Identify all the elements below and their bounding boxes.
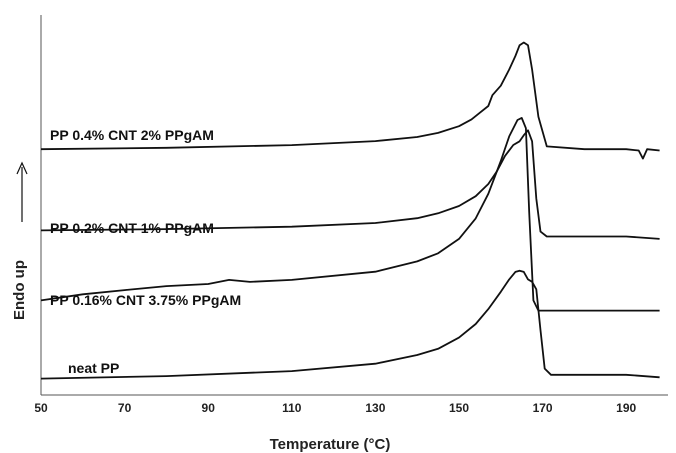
dsc-curve-4 [40, 269, 660, 380]
x-axis-title: Temperature (°C) [270, 436, 391, 453]
dsc-curves [40, 41, 660, 380]
series-label-3: PP 0.16% CNT 3.75% PPgAM [50, 292, 241, 308]
series-label-4: neat PP [68, 360, 119, 376]
series-label-2: PP 0.2% CNT 1% PPgAM [50, 220, 214, 236]
x-tick-labels: 50 70 90 110 130 150 170 190 [34, 401, 636, 415]
dsc-curve-1 [40, 41, 660, 160]
x-tick-label: 90 [202, 401, 216, 415]
x-tick-label: 110 [282, 401, 302, 415]
endo-up-arrow [16, 161, 28, 222]
dsc-curve-3 [40, 117, 660, 312]
x-tick-label: 50 [34, 401, 48, 415]
dsc-curve-2 [40, 129, 660, 240]
x-tick-label: 170 [533, 401, 553, 415]
x-tick-label: 150 [449, 401, 469, 415]
x-tick-label: 70 [118, 401, 132, 415]
x-tick-label: 130 [365, 401, 385, 415]
series-label-1: PP 0.4% CNT 2% PPgAM [50, 127, 214, 143]
x-tick-label: 190 [616, 401, 636, 415]
series-labels: PP 0.4% CNT 2% PPgAM PP 0.2% CNT 1% PPgAM… [50, 127, 241, 376]
y-axis-title: Endo up [11, 260, 28, 320]
